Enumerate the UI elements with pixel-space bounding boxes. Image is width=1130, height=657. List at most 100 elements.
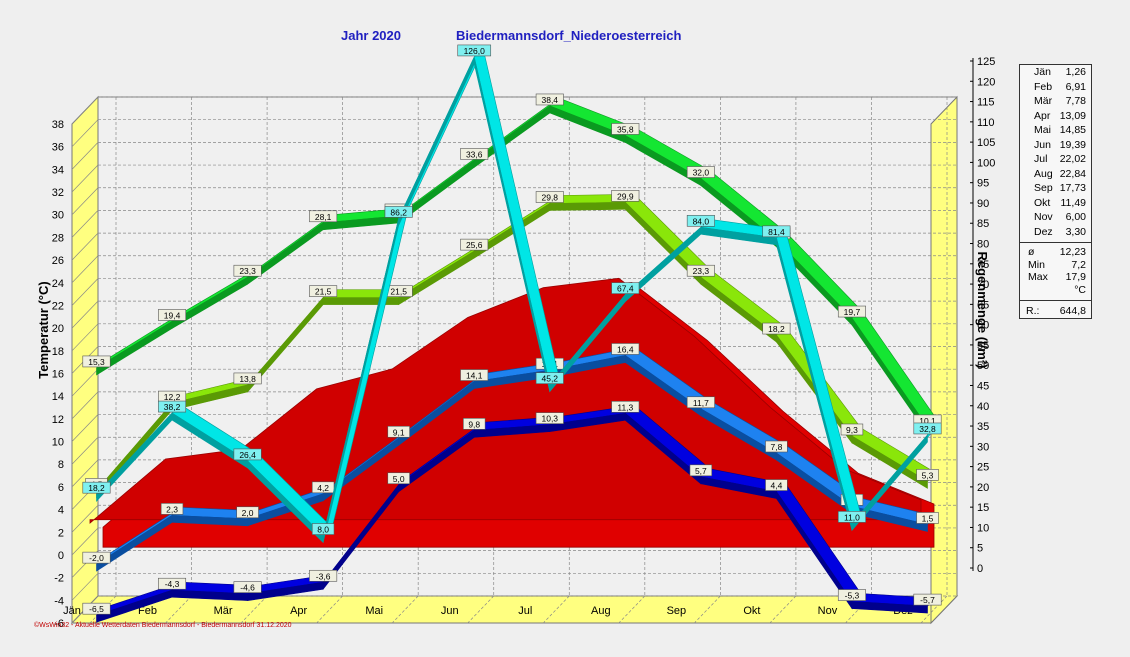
stat-rain: R.: 644,8 [1020,304,1091,318]
monthly-mean-row: Jul 22,02 [1020,152,1091,167]
gridline-wall [71,96,99,125]
month-mean-value: 13,09 [1059,109,1086,122]
data-label: 86,2 [390,207,407,217]
data-label: 11,0 [844,512,860,522]
y-tick-left: 28 [52,232,64,244]
data-label: 25,6 [466,240,483,250]
gridline-floor [467,595,494,624]
y-axis-label-right: Regenmenge (l/m²) [975,251,990,368]
x-tick-label: Mär [214,605,233,617]
month-name: Jun [1034,138,1051,151]
stat-max-label: Max [1028,271,1048,283]
y-tick-right: 100 [977,157,995,169]
data-label-box [82,481,111,494]
data-label: -2,0 [89,553,104,563]
x-tick-label: Feb [138,605,157,617]
month-mean-value: 14,85 [1059,124,1086,136]
month-mean-value: 1,26 [1065,66,1086,78]
y-tick-left: 2 [58,527,64,539]
y-tick-left: 6 [58,482,64,494]
data-label: 11,3 [617,402,633,412]
x-tick-label: Mai [365,605,383,617]
y-tick-right: 15 [977,502,989,514]
data-label-box [611,282,640,294]
monthly-mean-row: Sep 17,73 [1020,181,1091,196]
x-tick-label: Nov [818,605,838,617]
monthly-mean-row: Jun 19,39 [1020,138,1091,153]
stat-mean-value: 12,23 [1059,246,1086,258]
y-tick-left: 38 [52,119,64,131]
data-label: -5,3 [845,591,860,601]
data-label-box [233,448,262,461]
y-tick-left: 20 [52,323,64,335]
monthly-mean-row: Okt 11,49 [1020,196,1091,211]
data-label: 126,0 [464,46,486,56]
data-label: 12,2 [164,392,181,402]
month-mean-value: 17,73 [1059,182,1086,194]
data-label-box [158,577,187,590]
gridline-wall [71,210,99,238]
data-label-box [913,593,942,606]
data-label-box [160,503,184,515]
gridline-wall [71,323,99,352]
y-tick-right: 0 [977,563,983,575]
y-tick-left: 34 [52,164,64,176]
monthly-mean-row: Jän 1,26 [1020,65,1091,80]
data-label-box [460,238,489,251]
data-label: 23,3 [693,266,710,276]
data-label: 4,2 [317,483,329,493]
data-label: 84,0 [693,216,710,226]
data-label-box [535,191,564,203]
data-label-box [384,206,413,218]
y-tick-left: 32 [52,187,64,199]
y-tick-left: 0 [58,550,64,562]
data-label-box [158,309,187,321]
stat-min: Min 7,2 [1020,259,1091,272]
data-label: 38,2 [164,402,181,412]
data-label: 2,0 [242,508,254,518]
data-label: 67,4 [617,284,634,294]
y-tick-left: 30 [52,210,64,222]
monthly-mean-row: Mär 7,78 [1020,94,1091,109]
data-label: 16,4 [617,344,634,354]
gridline-floor [391,595,419,624]
y-tick-left: 36 [52,142,64,154]
data-label: -6,5 [89,604,104,614]
y-tick-left: 12 [52,414,64,426]
y-tick-right: 90 [977,198,989,210]
data-label-box [686,214,715,227]
y-tick-right: 110 [977,117,995,129]
gridline-wall [71,278,99,306]
stat-min-value: 7,2 [1071,258,1086,271]
data-label: -5,7 [920,595,935,605]
data-label: 15,3 [88,357,105,367]
y-tick-left: 10 [52,437,64,449]
x-tick-label: Jul [518,605,532,617]
data-label: -3,6 [316,571,331,581]
gridline-floor [240,595,268,624]
y-tick-left: -6 [54,618,64,630]
month-name: Dez [1034,225,1053,238]
data-label-box [233,581,262,593]
data-label: 5,7 [695,466,707,476]
data-label: 35,8 [617,124,634,134]
y-tick-left: -4 [54,595,64,607]
gridline-wall [71,391,99,420]
y-tick-right: 125 [977,56,995,68]
gridline-floor [165,595,192,624]
gridline-wall [71,436,99,465]
data-label-box [686,264,715,277]
month-name: Sep [1034,182,1053,194]
monthly-mean-row: Nov 6,00 [1020,210,1091,225]
data-label: 19,7 [844,307,861,317]
y-tick-right: 120 [977,76,995,88]
data-label: 21,5 [315,287,332,297]
month-name: Mai [1034,124,1051,136]
gridline-wall [71,527,99,556]
data-label-box [840,423,864,436]
data-label: 13,8 [239,374,256,384]
month-name: Okt [1034,196,1051,209]
data-label: 5,0 [393,474,405,484]
data-label-box [457,44,492,57]
data-label-box [913,422,942,435]
